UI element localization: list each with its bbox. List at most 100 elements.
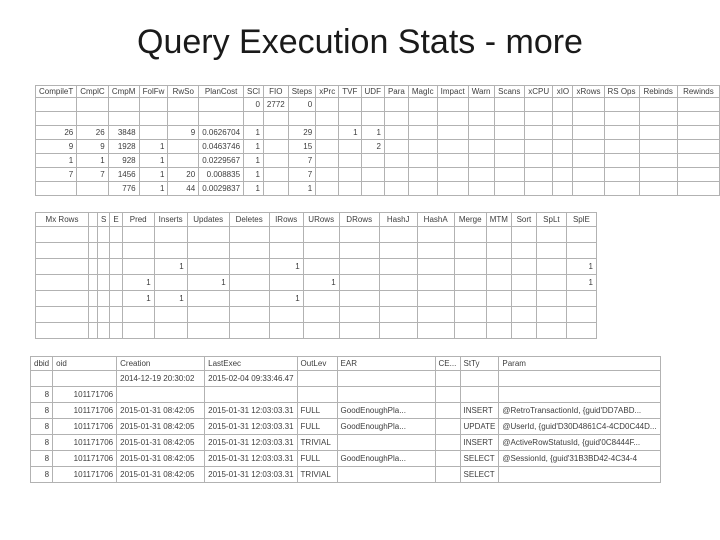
cell: GoodEnoughPla... <box>336 450 436 467</box>
cell <box>565 322 597 339</box>
cell <box>436 153 469 168</box>
cell <box>262 111 289 126</box>
cell <box>153 322 188 339</box>
cell <box>603 97 640 112</box>
cell <box>676 153 720 168</box>
cell <box>153 242 188 259</box>
cell <box>315 181 340 196</box>
cell <box>338 322 380 339</box>
cell: 101171706 <box>52 402 118 419</box>
cell <box>638 153 678 168</box>
cell: 7 <box>76 167 109 182</box>
cell <box>638 139 678 154</box>
cell <box>153 274 188 291</box>
cell <box>76 111 109 126</box>
cell <box>338 274 380 291</box>
cell: INSERT <box>459 402 500 419</box>
cell <box>35 226 89 243</box>
cell <box>378 306 418 323</box>
column-header: PlanCost <box>198 85 245 98</box>
table-row: 1 1 1 <box>35 258 597 275</box>
cell <box>35 274 89 291</box>
cell <box>523 167 554 182</box>
column-header: Inserts <box>153 212 188 227</box>
table-row: 8 101171706 2015-01-31 08:42:05 2015-01-31 … <box>29 434 661 451</box>
table-row: 0 2772 0 <box>34 97 720 112</box>
cell: 1 <box>287 181 317 196</box>
cell <box>88 226 98 243</box>
cell <box>493 111 525 126</box>
cell <box>467 167 495 182</box>
cell <box>302 290 340 307</box>
cell <box>676 111 720 126</box>
column-header: E <box>109 212 123 227</box>
cell: 20 <box>167 167 200 182</box>
cell: TRIVIAL <box>296 466 338 483</box>
cell <box>535 290 567 307</box>
cell: 1 <box>138 139 169 154</box>
cell <box>572 167 605 182</box>
table-row: 8 101171706 2015-01-31 08:42:05 2015-01-31 … <box>29 418 661 435</box>
cell <box>338 181 362 196</box>
cell <box>88 242 98 259</box>
cell <box>552 111 574 126</box>
cell <box>121 258 155 275</box>
cell <box>338 258 380 275</box>
cell <box>485 258 512 275</box>
column-header: FIO <box>262 85 289 98</box>
column-header: Scans <box>493 85 525 98</box>
column-header: CmpM <box>107 85 140 98</box>
cell <box>336 386 436 403</box>
table-row <box>35 306 597 323</box>
cell: 928 <box>107 153 140 168</box>
cell: 1 <box>138 181 169 196</box>
cell <box>434 434 461 451</box>
column-header: IRows <box>268 212 304 227</box>
cell <box>228 306 270 323</box>
column-header: RS Ops <box>603 85 640 98</box>
cell <box>510 290 537 307</box>
cell <box>485 290 512 307</box>
cell: INSERT <box>459 434 500 451</box>
cell <box>378 322 418 339</box>
cell <box>565 306 597 323</box>
cell <box>186 226 230 243</box>
cell <box>121 322 155 339</box>
cell: 0 <box>287 97 317 112</box>
cell <box>88 274 98 291</box>
cell <box>336 434 436 451</box>
cell <box>243 111 264 126</box>
cell: 1 <box>76 153 109 168</box>
cell: 2015-01-31 12:03:03.31 <box>204 466 298 483</box>
table-row: 9 9 1928 1 0.0463746 1 15 2 <box>34 139 720 154</box>
column-header: DRows <box>338 212 380 227</box>
cell <box>467 97 495 112</box>
column-header: dbid <box>29 356 54 371</box>
column-header: MagIc <box>407 85 438 98</box>
header-row: Mx Rows S E Pred Inserts Updates Deletes IRows U… <box>35 212 597 227</box>
cell <box>676 125 720 140</box>
cell <box>572 125 605 140</box>
cell: 2015-01-31 08:42:05 <box>116 402 206 419</box>
cell: 8 <box>29 418 54 435</box>
column-header: Impact <box>436 85 469 98</box>
cell <box>383 181 409 196</box>
column-header <box>88 212 98 227</box>
cell <box>315 97 340 112</box>
cell <box>167 139 200 154</box>
cell <box>29 370 54 387</box>
cell <box>109 290 123 307</box>
cell: FULL <box>296 450 338 467</box>
cell <box>485 242 512 259</box>
column-header: EAR <box>336 356 436 371</box>
column-header: Para <box>383 85 409 98</box>
cell <box>116 386 206 403</box>
cell <box>523 111 554 126</box>
cell <box>535 242 567 259</box>
cell: 26 <box>76 125 109 140</box>
cell <box>407 139 438 154</box>
cell <box>493 167 525 182</box>
cell <box>467 153 495 168</box>
cell <box>262 167 289 182</box>
column-header: oid <box>52 356 118 371</box>
